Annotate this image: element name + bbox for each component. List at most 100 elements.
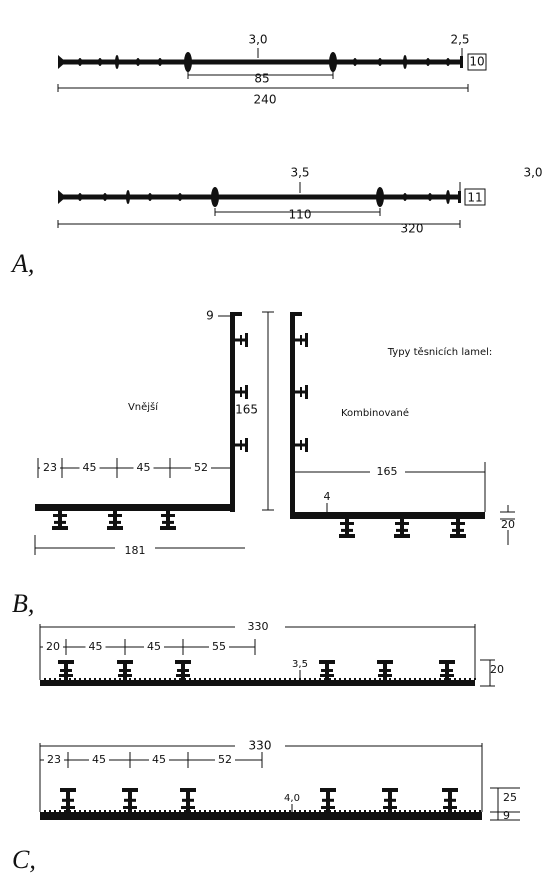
dimension-label: 85 [254,72,269,86]
anchor [181,806,195,809]
serration [94,810,96,812]
anchor [452,528,464,532]
serration [339,810,341,812]
section-label: A, [10,249,34,278]
anchor [395,522,409,525]
anchor [118,674,132,677]
serration [119,678,121,680]
profile-body [290,312,295,518]
serration [384,810,386,812]
rib [240,335,242,345]
serration [244,678,246,680]
serration [459,678,461,680]
serration [279,810,281,812]
dimension-label: 165 [235,403,258,417]
serration [129,678,131,680]
serration [314,678,316,680]
dimension-label: 11 [467,191,482,205]
bulb [446,58,450,66]
anchor [107,526,123,530]
bulb [158,58,162,66]
serration [54,810,56,812]
bulb [103,193,107,201]
serration [379,810,381,812]
dimension-label: 52 [218,753,232,766]
dimension-label: 3,0 [523,166,542,180]
serration [244,810,246,812]
dimension-label: 45 [152,753,166,766]
anchor [400,519,404,537]
serration [74,810,76,812]
serration [209,810,211,812]
profile-body [40,680,475,686]
serration [329,678,331,680]
serration [454,810,456,812]
serration [424,810,426,812]
bulb [211,187,219,207]
profile-body [35,504,235,511]
dimension-label: 20 [501,518,515,531]
anchor [177,669,189,672]
serration [394,810,396,812]
serration [399,678,401,680]
serration [419,810,421,812]
serration [119,810,121,812]
rib [245,438,248,452]
serration [344,810,346,812]
serration [59,810,61,812]
serration [104,810,106,812]
bulb [136,58,140,66]
profile-body [290,512,485,519]
anchor [442,788,458,792]
serration [214,810,216,812]
section-label: C, [12,845,36,874]
bulb [376,187,384,207]
dimension-label: 45 [83,461,97,474]
bulb [329,52,337,72]
anchor [59,674,73,677]
anchor [53,514,67,517]
anchor [52,526,68,530]
serration [284,810,286,812]
dimension-label: 240 [254,93,277,107]
anchor [320,674,334,677]
bulb [78,58,82,66]
serration [239,678,241,680]
serration [259,810,261,812]
dimension-label: 9 [206,309,214,323]
serration [394,678,396,680]
serration [109,810,111,812]
serration [254,810,256,812]
anchor [58,511,62,529]
serration [179,810,181,812]
serration [84,810,86,812]
serration [194,810,196,812]
serration [449,678,451,680]
rib [300,335,302,345]
serration [374,678,376,680]
rib [245,333,248,347]
serration [454,678,456,680]
anchor [61,806,75,809]
serration [184,810,186,812]
anchor [443,806,457,809]
end [58,55,66,69]
anchor [122,788,138,792]
serration [59,678,61,680]
dimension-label: 165 [377,465,398,478]
serration [149,810,151,812]
serration [264,678,266,680]
bulb [403,193,407,201]
rib [305,333,308,347]
bulb [378,58,382,66]
serration [359,810,361,812]
anchor [160,526,176,530]
anchor [383,806,397,809]
serration [479,810,481,812]
serration [434,810,436,812]
dimension-label: 45 [137,461,151,474]
serration [49,678,51,680]
serration [79,678,81,680]
dimension-label: 320 [401,222,424,236]
dimension-label: 2,5 [450,33,469,47]
